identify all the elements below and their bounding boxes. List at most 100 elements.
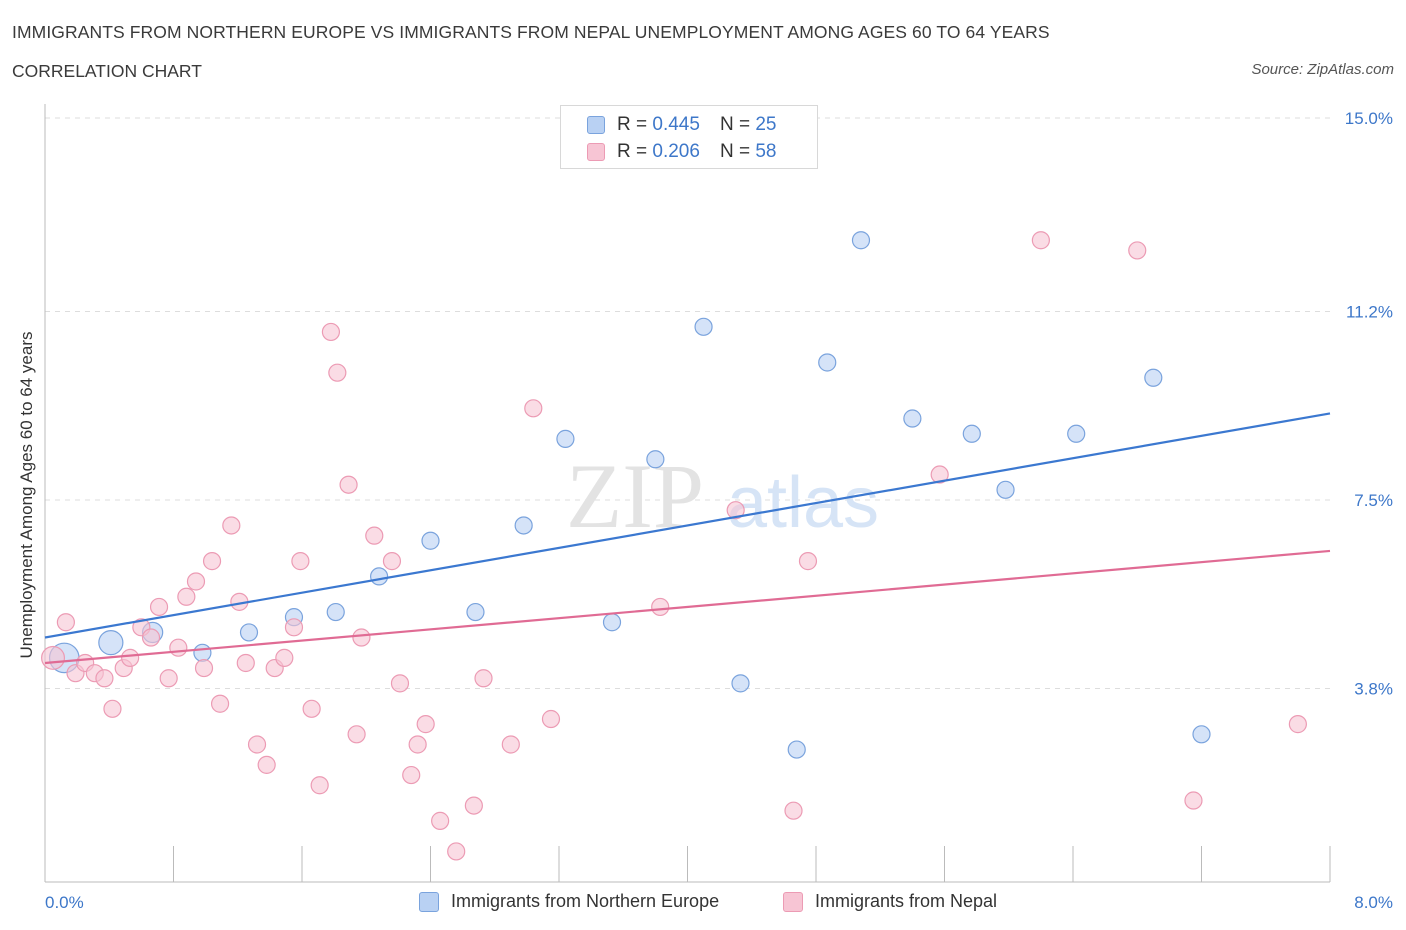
nepal-point <box>784 801 803 820</box>
nepal-point <box>291 552 310 571</box>
nepal-point <box>408 735 427 754</box>
legend-r-label: R = <box>617 114 648 135</box>
nepal-point <box>365 526 384 545</box>
nepal-point <box>159 669 178 688</box>
nepal-point <box>464 796 483 815</box>
legend-row-nepal: R = 0.206 N = 58 <box>587 140 776 164</box>
northern-europe-trendline <box>44 412 1331 639</box>
nepal-point <box>726 501 745 520</box>
legend-item-nepal: Immigrants from Nepal <box>783 891 997 912</box>
legend-n-value: 58 <box>755 141 777 162</box>
nepal-point <box>169 638 188 657</box>
nepal-point <box>930 465 949 484</box>
northern-europe-point <box>851 231 871 250</box>
data-points <box>41 231 1307 861</box>
watermark-atlas: atlas <box>727 463 879 543</box>
nepal-point <box>236 653 255 673</box>
nepal-point <box>524 399 543 418</box>
nepal-point <box>284 618 304 637</box>
correlation-legend: R = 0.445 N = 25 R = 0.206 N = 58 <box>560 105 818 169</box>
legend-row-northern-europe: R = 0.445 N = 25 <box>587 113 776 137</box>
northern-europe-point <box>962 424 981 443</box>
nepal-point <box>390 674 410 693</box>
y-tick-label: 7.5% <box>1354 491 1393 510</box>
watermark: ZIP atlas <box>566 445 879 547</box>
northern-europe-point <box>326 602 345 622</box>
northern-europe-point <box>193 643 212 662</box>
legend-swatch-blue <box>419 891 439 912</box>
nepal-point <box>474 669 493 688</box>
nepal-point <box>194 658 214 678</box>
nepal-point <box>186 572 206 591</box>
nepal-point <box>222 516 241 535</box>
northern-europe-point <box>903 409 922 428</box>
axes <box>44 104 1331 883</box>
legend-r-value: 0.445 <box>652 114 700 135</box>
legend-swatch-blue <box>587 116 605 134</box>
northern-europe-point <box>602 613 622 632</box>
northern-europe-point <box>1144 368 1163 387</box>
legend-n-label: N = <box>719 114 751 135</box>
legend-n-label: N = <box>719 141 751 162</box>
trend-lines <box>44 412 1331 665</box>
nepal-point <box>431 811 450 830</box>
nepal-point <box>275 648 294 667</box>
watermark-zip: ZIP <box>566 445 704 547</box>
nepal-point <box>352 628 371 647</box>
nepal-point <box>56 613 75 632</box>
nepal-point <box>416 715 435 734</box>
chart-subtitle: CORRELATION CHART <box>12 61 202 81</box>
nepal-point <box>257 755 276 774</box>
nepal-point <box>103 699 122 718</box>
nepal-point <box>310 776 329 795</box>
nepal-point <box>202 552 222 571</box>
nepal-point <box>328 363 347 382</box>
nepal-point <box>651 597 670 617</box>
nepal-point <box>1184 791 1203 810</box>
legend-n-value: 25 <box>755 114 777 135</box>
y-tick-label: 15.0% <box>1345 109 1393 128</box>
northern-europe-point <box>1067 424 1086 443</box>
legend-item-northern-europe: Immigrants from Northern Europe <box>419 891 719 912</box>
northern-europe-point <box>239 623 259 642</box>
legend-label: Immigrants from Northern Europe <box>451 891 720 911</box>
nepal-point <box>347 725 366 744</box>
nepal-point <box>541 709 561 729</box>
nepal-point <box>798 552 818 571</box>
northern-europe-point <box>996 480 1015 499</box>
northern-europe-point <box>514 516 533 535</box>
northern-europe-point <box>731 674 750 693</box>
nepal-trendline <box>44 549 1331 665</box>
nepal-point <box>1288 715 1307 734</box>
nepal-point <box>1128 241 1147 260</box>
nepal-point <box>501 735 520 754</box>
northern-europe-point <box>466 602 485 622</box>
legend-swatch-pink <box>783 891 803 912</box>
y-tick-label: 3.8% <box>1354 679 1393 698</box>
nepal-point <box>141 628 161 647</box>
x-tick-label: 8.0% <box>1354 893 1393 912</box>
nepal-point <box>121 648 140 667</box>
northern-europe-point <box>98 629 124 656</box>
nepal-point <box>1031 231 1050 250</box>
nepal-point <box>95 669 114 688</box>
chart-title: IMMIGRANTS FROM NORTHERN EUROPE VS IMMIG… <box>12 22 1050 42</box>
nepal-point <box>247 735 267 754</box>
northern-europe-point <box>646 450 665 469</box>
y-tick-label: 11.2% <box>1346 303 1393 322</box>
legend-r-label: R = <box>617 141 648 162</box>
nepal-point <box>41 645 66 670</box>
nepal-point <box>302 699 321 718</box>
y-axis-label: Unemployment Among Ages 60 to 64 years <box>17 331 36 659</box>
northern-europe-point <box>556 429 575 448</box>
x-tick-label: 0.0% <box>45 893 84 912</box>
legend-swatch-pink <box>587 143 605 161</box>
nepal-point <box>321 322 341 342</box>
nepal-point <box>447 842 466 861</box>
legend-label: Immigrants from Nepal <box>815 891 998 911</box>
nepal-point <box>402 765 421 785</box>
tick-labels: 3.8% 7.5% 11.2% 15.0% 0.0% 8.0% <box>45 109 1393 912</box>
legend-r-value: 0.206 <box>652 141 700 162</box>
northern-europe-point <box>421 531 440 550</box>
